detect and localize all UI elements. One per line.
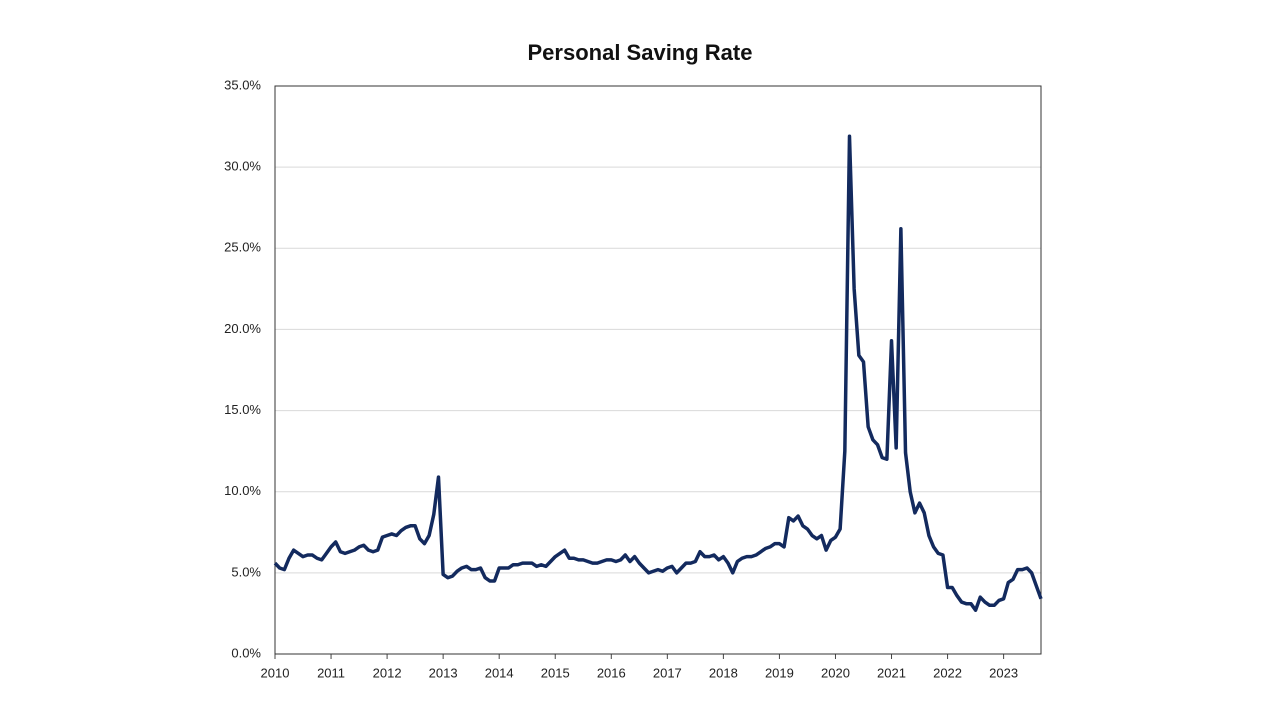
y-tick-label: 25.0% [224, 240, 261, 255]
y-tick-label: 35.0% [224, 77, 261, 92]
x-tick-label: 2022 [933, 665, 962, 680]
x-tick-label: 2020 [821, 665, 850, 680]
chart-title: Personal Saving Rate [528, 40, 753, 65]
x-tick-label: 2012 [373, 665, 402, 680]
plot-frame [274, 85, 1042, 655]
x-tick-label: 2016 [597, 665, 626, 680]
y-tick-label: 0.0% [231, 645, 261, 660]
x-tick-label: 2019 [765, 665, 794, 680]
x-tick-label: 2023 [989, 665, 1018, 680]
y-tick-label: 5.0% [231, 564, 261, 579]
y-tick-label: 20.0% [224, 321, 261, 336]
x-tick-label: 2014 [485, 665, 514, 680]
x-tick-label: 2015 [541, 665, 570, 680]
y-tick-label: 30.0% [224, 159, 261, 174]
y-tick-label: 10.0% [224, 483, 261, 498]
y-tick-label: 15.0% [224, 402, 261, 417]
x-tick-label: 2011 [317, 665, 345, 680]
x-tick-label: 2021 [877, 665, 906, 680]
x-tick-label: 2010 [261, 665, 290, 680]
line-series [273, 134, 1043, 612]
x-tick-label: 2017 [653, 665, 682, 680]
x-tick-label: 2018 [709, 665, 738, 680]
x-tick-label: 2013 [429, 665, 458, 680]
